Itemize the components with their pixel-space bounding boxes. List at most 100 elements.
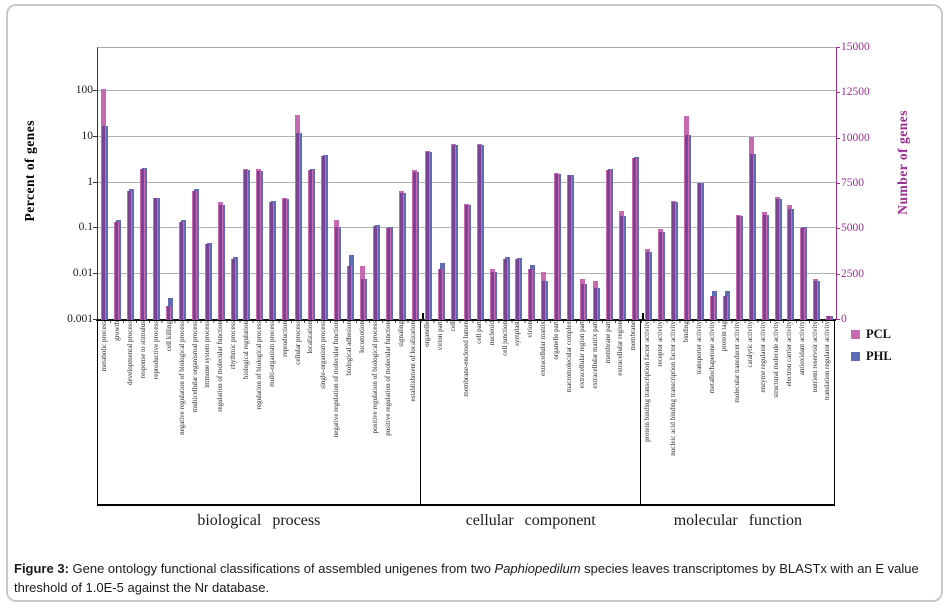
category-label-text: extracellular matrix part [590, 321, 599, 389]
left-axis-tickmark [93, 90, 97, 92]
bar-overlap [516, 259, 520, 320]
category-label: catalytic activity [744, 321, 757, 504]
legend: PCL PHL [851, 327, 892, 364]
bar-overlap [270, 202, 274, 320]
group-label-molecular: molecular function [673, 512, 803, 529]
category-slot [409, 48, 422, 320]
category-label: extracellular matrix [537, 321, 550, 504]
bar-overlap [361, 278, 365, 320]
bar-overlap [749, 153, 753, 320]
category-label-text: protein tag [720, 321, 729, 352]
bar-overlap [490, 272, 494, 320]
category-slot [344, 48, 357, 320]
category-label-text: symplast [513, 321, 522, 346]
bar-overlap [231, 259, 235, 320]
category-label-text: nucleoid [487, 321, 496, 346]
bar-overlap [594, 288, 598, 320]
left-axis-title: Percent of genes [22, 120, 37, 222]
category-label-text: cellular process [293, 321, 302, 365]
category-slot [331, 48, 344, 320]
x-axis-minor-ticks [97, 320, 835, 323]
category-label: immune system process [201, 321, 214, 504]
category-label: molecular transducer activity [731, 321, 744, 504]
left-axis-tickmark [93, 227, 97, 229]
category-slot [124, 48, 137, 320]
category-label-text: multi-organism process [267, 321, 276, 387]
right-axis-tickmark [836, 137, 840, 139]
figure-number: Figure 3: [14, 561, 69, 576]
category-slot [435, 48, 448, 320]
bar-overlap [697, 182, 701, 320]
bar-overlap [192, 191, 196, 320]
category-label: cell part [472, 321, 485, 504]
category-label-text: nucleic acid binding transcription facto… [668, 321, 677, 456]
category-label: signaling [394, 321, 407, 504]
category-label-text: membrane part [603, 321, 612, 364]
left-axis-tick: 100 [75, 84, 93, 97]
figure-caption: Figure 3: Gene ontology functional class… [14, 560, 934, 598]
left-axis-tick: 0.1 [78, 221, 93, 234]
category-slot [538, 48, 551, 320]
bar-overlap [205, 244, 209, 320]
right-axis-tick: 5000 [841, 222, 864, 235]
category-label-text: antioxidant activity [797, 321, 806, 376]
category-label: binding [679, 321, 692, 504]
right-axis-tick-labels: 0 2500 5000 7500 10000 12500 15000 [841, 41, 893, 325]
category-slot [655, 48, 668, 320]
category-label: protein binding transcription factor act… [639, 321, 654, 504]
category-label-text: reproduction [280, 321, 289, 357]
bar-overlap [775, 198, 779, 320]
category-slot [279, 48, 292, 320]
category-slot [785, 48, 798, 320]
category-label-text: macromolecular complex [564, 321, 573, 393]
category-slot [707, 48, 720, 320]
category-label-text: cell [449, 321, 458, 332]
bar-overlap [788, 208, 792, 320]
category-slot [163, 48, 176, 320]
bar-overlap [127, 190, 131, 320]
left-axis-tickmark [93, 273, 97, 275]
category-slot [733, 48, 746, 320]
plot-area [97, 47, 837, 321]
caption-text-1: Gene ontology functional classifications… [68, 561, 495, 576]
category-slot [797, 48, 810, 320]
bar-overlap [244, 169, 248, 320]
category-label-text: protein binding transcription factor act… [643, 321, 652, 442]
category-label-text: catalytic activity [746, 321, 755, 368]
bar-overlap [555, 173, 559, 320]
category-label: extracellular matrix part [588, 321, 601, 504]
category-slot [551, 48, 564, 320]
category-label: virion [524, 321, 537, 504]
category-label: membrane [627, 321, 640, 504]
category-label: nutrient reservoir activity [808, 321, 821, 504]
bar-overlap [451, 144, 455, 320]
bar-overlap [438, 269, 442, 320]
category-label-text: developmental process [126, 321, 135, 385]
category-slot [253, 48, 266, 320]
category-label-text: membrane-enclosed lumen [461, 321, 470, 397]
bar-overlap [179, 221, 183, 320]
bar-overlap [218, 204, 222, 320]
category-label: positive regulation of molecular functio… [381, 321, 394, 504]
category-slot [642, 48, 655, 320]
bar-series-container [98, 48, 836, 320]
bar-overlap [723, 295, 727, 320]
bar-overlap [762, 214, 766, 320]
category-slot [461, 48, 474, 320]
caption-species-italic: Paphiopedilum [494, 561, 581, 576]
category-label: cell [447, 321, 460, 504]
category-label-text: localization [306, 321, 315, 354]
category-label: regulation of biological process [253, 321, 266, 504]
left-axis-tick: 10 [81, 129, 94, 142]
right-axis-tickmark [836, 319, 840, 320]
bar-overlap [153, 198, 157, 320]
left-axis-tick: 0.001 [67, 313, 93, 325]
category-slot [422, 48, 435, 320]
category-label-text: positive regulation of molecular functio… [383, 321, 392, 436]
category-label: receptor activity [654, 321, 667, 504]
category-slot [500, 48, 513, 320]
category-label: extracellular region [614, 321, 627, 504]
right-axis-tick: 12500 [841, 86, 870, 99]
category-slot [513, 48, 526, 320]
bar-overlap [373, 225, 377, 320]
